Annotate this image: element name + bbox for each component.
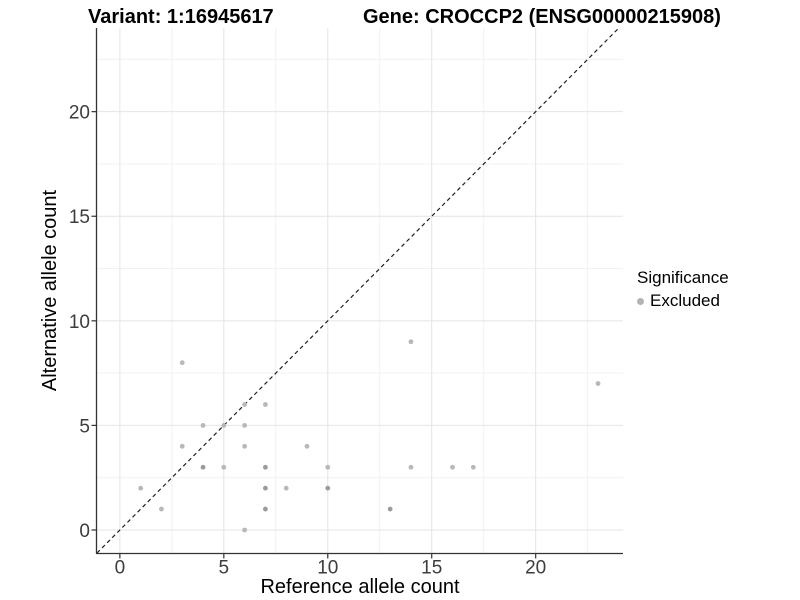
legend-title: Significance bbox=[637, 268, 729, 287]
x-tick-label: 5 bbox=[219, 558, 230, 579]
data-point bbox=[242, 527, 248, 533]
data-point bbox=[242, 402, 248, 407]
data-point bbox=[304, 443, 310, 449]
y-axis-title-container: Alternative allele count bbox=[40, 28, 62, 553]
data-point bbox=[325, 464, 331, 470]
data-point bbox=[408, 464, 414, 470]
data-point bbox=[138, 485, 144, 491]
data-point bbox=[325, 485, 331, 491]
legend-item-excluded: Excluded bbox=[637, 291, 729, 311]
x-tick-label: 15 bbox=[421, 558, 442, 579]
data-point bbox=[221, 423, 227, 428]
data-point bbox=[242, 443, 248, 449]
data-point bbox=[470, 464, 476, 470]
data-point bbox=[263, 485, 268, 491]
data-point bbox=[283, 485, 289, 491]
data-point bbox=[387, 506, 393, 512]
x-axis-title: Reference allele count bbox=[260, 576, 460, 598]
data-point bbox=[179, 443, 185, 449]
data-point bbox=[450, 464, 455, 470]
data-point bbox=[408, 339, 414, 345]
x-tick-label: 20 bbox=[525, 558, 546, 579]
y-tick-label: 10 bbox=[69, 312, 90, 333]
data-point bbox=[179, 360, 185, 366]
x-tick-label: 0 bbox=[115, 558, 126, 579]
y-axis-title: Alternative allele count bbox=[39, 189, 62, 392]
data-point bbox=[595, 381, 601, 386]
legend-item-label: Excluded bbox=[650, 291, 720, 310]
data-point bbox=[263, 402, 268, 407]
data-point bbox=[221, 464, 227, 470]
plot-title-variant: Variant: 1:16945617 bbox=[88, 6, 274, 28]
x-tick-label: 10 bbox=[317, 558, 338, 579]
data-point bbox=[200, 464, 206, 470]
data-point bbox=[200, 423, 206, 428]
data-point bbox=[263, 506, 268, 512]
legend: Significance Excluded bbox=[637, 268, 729, 311]
y-tick-label: 0 bbox=[79, 521, 90, 542]
data-point bbox=[263, 464, 268, 470]
y-tick-label: 5 bbox=[79, 416, 90, 437]
data-point bbox=[159, 506, 164, 512]
y-tick-label: 15 bbox=[69, 207, 90, 228]
identity-dashed-line bbox=[96, 27, 620, 554]
data-point bbox=[242, 423, 248, 428]
legend-point-icon bbox=[637, 297, 644, 305]
y-tick-label: 20 bbox=[69, 103, 90, 124]
plot-title-gene: Gene: CROCCP2 (ENSG00000215908) bbox=[363, 6, 721, 28]
